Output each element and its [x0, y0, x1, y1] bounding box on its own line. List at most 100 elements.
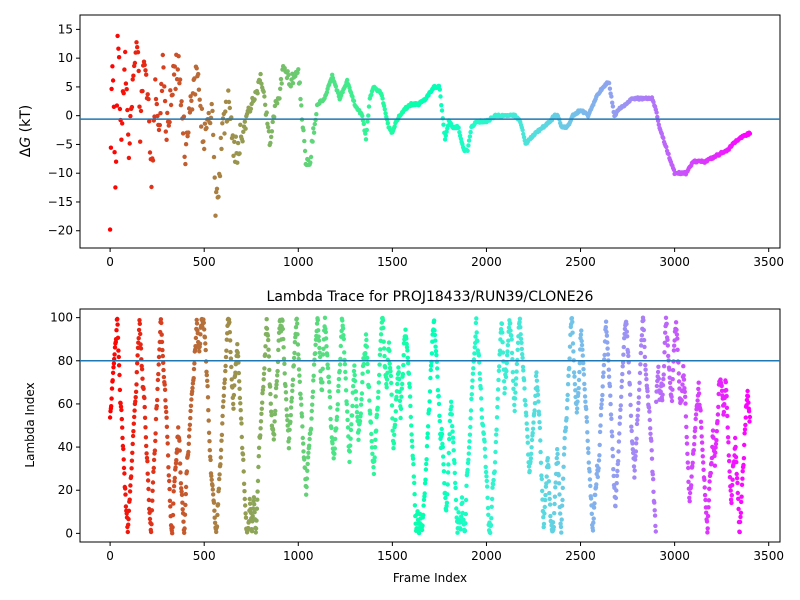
lambda-trace-point: [646, 405, 652, 410]
lambda-trace-point: [238, 401, 243, 406]
lambda-trace-point: [637, 387, 642, 392]
lambda-trace-point: [347, 459, 352, 465]
lambda-trace-point: [259, 411, 264, 416]
lambda-trace-point: [581, 372, 587, 377]
lambda-trace-point: [459, 514, 464, 519]
lambda-trace-point: [344, 401, 349, 407]
lambda-trace-point: [686, 465, 691, 471]
lambda-trace-point: [177, 438, 182, 443]
lambda-trace-point: [290, 383, 295, 388]
delta-g-point: [110, 78, 116, 83]
lambda-trace-point: [674, 332, 680, 337]
lambda-trace-point: [273, 408, 278, 414]
lambda-trace-point: [591, 505, 597, 510]
lambda-trace-point: [633, 449, 639, 454]
lambda-trace-point: [715, 412, 721, 417]
delta-g-point: [313, 117, 318, 123]
lambda-trace-point: [561, 452, 567, 457]
lambda-trace-point: [591, 516, 596, 521]
delta-g-point: [466, 143, 471, 148]
lambda-trace-point: [670, 377, 675, 382]
lambda-trace-point: [558, 521, 563, 526]
lambda-trace-point: [452, 470, 457, 476]
lambda-trace-point: [116, 363, 122, 368]
lambda-trace-point: [274, 379, 279, 384]
delta-g-point: [117, 106, 123, 112]
delta-g-point: [183, 161, 188, 167]
lambda-trace-point: [129, 466, 134, 471]
lambda-trace-point: [651, 489, 656, 494]
lambda-trace-point: [502, 391, 507, 396]
lambda-trace-point: [329, 435, 334, 440]
lambda-trace-point: [396, 376, 402, 382]
delta-g-point: [129, 104, 135, 110]
lambda-trace-point: [628, 402, 633, 408]
y-tick-label: 10: [58, 51, 73, 65]
lambda-trace-point: [599, 402, 604, 407]
lambda-trace-point: [702, 485, 707, 490]
delta-g-point: [155, 113, 160, 119]
lambda-trace-point: [449, 404, 454, 409]
lambda-trace-point: [354, 410, 360, 415]
delta-g-point: [438, 94, 443, 99]
lambda-trace-point: [111, 365, 116, 370]
lambda-trace-point: [123, 486, 128, 491]
lambda-trace-point: [695, 398, 700, 403]
lambda-trace-point: [155, 397, 160, 403]
lambda-trace-point: [468, 416, 473, 421]
lambda-trace-point: [301, 449, 306, 454]
lambda-trace-point: [504, 368, 509, 374]
lambda-trace-point: [174, 458, 179, 463]
lambda-trace-point: [460, 500, 465, 505]
lambda-trace-point: [137, 321, 142, 326]
x-tick-label: 3500: [753, 255, 784, 269]
lambda-trace-point: [162, 387, 168, 392]
delta-g-point: [206, 110, 211, 116]
lambda-trace-point: [450, 424, 455, 429]
lambda-trace-point: [407, 384, 412, 390]
lambda-trace-point: [347, 449, 352, 454]
y-tick-label: 5: [65, 80, 73, 94]
lambda-trace-point: [419, 527, 425, 533]
lambda-trace-point: [243, 511, 248, 516]
lambda-trace-point: [151, 465, 156, 471]
lambda-trace-point: [543, 497, 548, 503]
lambda-trace-point: [384, 377, 390, 382]
lambda-trace-point: [743, 422, 748, 428]
lambda-trace-point: [608, 412, 614, 417]
lambda-trace-point: [300, 435, 305, 441]
delta-g-point: [211, 154, 217, 160]
delta-g-point: [382, 107, 387, 112]
delta-g-point: [297, 80, 302, 85]
lambda-trace-point: [260, 400, 265, 405]
lambda-trace-point: [193, 347, 198, 352]
lambda-trace-point: [366, 384, 372, 390]
lambda-trace-point: [515, 357, 520, 363]
lambda-trace-point: [381, 346, 387, 351]
lambda-trace-point: [645, 394, 651, 399]
lambda-trace-point: [626, 353, 631, 359]
delta-g-point: [161, 65, 166, 70]
delta-g-point: [263, 102, 268, 108]
lambda-trace-point: [621, 352, 626, 357]
lambda-trace-point: [134, 382, 139, 387]
delta-g-point: [159, 88, 165, 94]
lambda-trace-point: [337, 368, 342, 374]
lambda-trace-point: [652, 513, 658, 518]
delta-g-point: [383, 111, 388, 116]
lambda-trace-point: [547, 502, 553, 507]
delta-g-point: [223, 109, 228, 114]
lambda-trace-point: [645, 388, 650, 394]
delta-g-point: [235, 140, 241, 146]
lambda-trace-point: [177, 461, 183, 466]
lambda-trace-point: [499, 321, 505, 326]
lambda-trace-point: [746, 400, 751, 405]
lambda-trace-point: [302, 457, 307, 462]
lambda-trace-point: [182, 526, 187, 531]
lambda-trace-point: [735, 480, 740, 486]
lambda-trace-point: [141, 386, 146, 391]
lambda-trace-point: [710, 428, 716, 433]
lambda-trace-point: [427, 407, 432, 412]
lambda-trace-point: [643, 362, 648, 368]
lambda-trace-point: [681, 364, 686, 369]
